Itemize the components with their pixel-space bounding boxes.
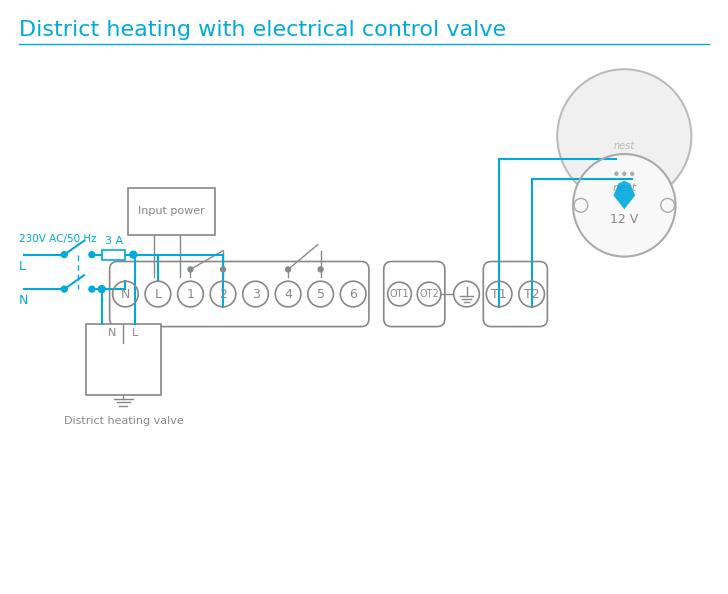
Circle shape bbox=[615, 172, 618, 175]
Circle shape bbox=[188, 267, 193, 272]
Text: 6: 6 bbox=[349, 287, 357, 301]
Circle shape bbox=[89, 286, 95, 292]
Text: District heating with electrical control valve: District heating with electrical control… bbox=[19, 20, 506, 40]
Text: N: N bbox=[121, 287, 130, 301]
Text: 3 A: 3 A bbox=[105, 236, 122, 246]
Circle shape bbox=[574, 155, 675, 255]
Text: District heating valve: District heating valve bbox=[63, 416, 183, 426]
Text: L: L bbox=[132, 328, 138, 339]
Polygon shape bbox=[614, 181, 635, 209]
Circle shape bbox=[221, 267, 226, 272]
Text: L: L bbox=[19, 260, 26, 273]
Circle shape bbox=[61, 252, 67, 258]
Text: Input power: Input power bbox=[138, 206, 205, 216]
Bar bbox=[102, 249, 125, 260]
Circle shape bbox=[130, 251, 137, 258]
Circle shape bbox=[630, 172, 633, 175]
Text: N: N bbox=[19, 295, 28, 308]
Text: 4: 4 bbox=[284, 287, 292, 301]
Circle shape bbox=[623, 172, 626, 175]
FancyBboxPatch shape bbox=[384, 261, 445, 327]
Text: OT1: OT1 bbox=[389, 289, 409, 299]
Text: nest: nest bbox=[614, 141, 635, 151]
Text: L: L bbox=[154, 287, 162, 301]
FancyBboxPatch shape bbox=[110, 261, 369, 327]
Text: nest: nest bbox=[612, 182, 636, 192]
Text: 2: 2 bbox=[219, 287, 227, 301]
Text: 3: 3 bbox=[252, 287, 259, 301]
Circle shape bbox=[98, 286, 105, 293]
Bar bbox=[86, 324, 161, 394]
Text: T2: T2 bbox=[524, 287, 539, 301]
Bar bbox=[128, 188, 215, 235]
Text: 12 V: 12 V bbox=[610, 213, 638, 226]
Circle shape bbox=[285, 267, 290, 272]
Text: N: N bbox=[108, 328, 116, 339]
Text: T1: T1 bbox=[491, 287, 507, 301]
Text: 1: 1 bbox=[186, 287, 194, 301]
FancyBboxPatch shape bbox=[483, 261, 547, 327]
Text: 230V AC/50 Hz: 230V AC/50 Hz bbox=[19, 234, 97, 244]
Circle shape bbox=[318, 267, 323, 272]
Circle shape bbox=[558, 70, 690, 203]
Text: 5: 5 bbox=[317, 287, 325, 301]
Circle shape bbox=[61, 286, 67, 292]
Circle shape bbox=[89, 252, 95, 258]
Text: OT2: OT2 bbox=[419, 289, 439, 299]
